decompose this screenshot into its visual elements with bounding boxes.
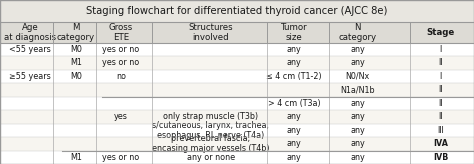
Bar — [0, 137, 474, 151]
Text: any: any — [286, 139, 301, 148]
Text: any: any — [350, 139, 365, 148]
Bar — [0, 83, 474, 97]
Bar — [0, 151, 474, 164]
Text: IVB: IVB — [433, 153, 448, 162]
Text: any: any — [350, 99, 365, 108]
Bar — [0, 56, 474, 70]
Text: yes: yes — [114, 112, 128, 121]
Text: any: any — [350, 153, 365, 162]
Text: any: any — [286, 45, 301, 54]
Text: M1: M1 — [70, 58, 82, 67]
Text: II: II — [438, 99, 443, 108]
Bar — [0, 43, 474, 56]
Text: Gross
ETE: Gross ETE — [109, 23, 133, 42]
Text: M1: M1 — [70, 153, 82, 162]
Text: any: any — [286, 153, 301, 162]
Text: yes or no: yes or no — [102, 153, 139, 162]
Text: ≤ 4 cm (T1-2): ≤ 4 cm (T1-2) — [266, 72, 322, 81]
Text: yes or no: yes or no — [102, 58, 139, 67]
Bar — [0, 123, 474, 137]
Text: Stage: Stage — [427, 28, 455, 37]
Text: Tumor
size: Tumor size — [281, 23, 307, 42]
Text: any: any — [350, 126, 365, 135]
Text: M
category: M category — [57, 23, 95, 42]
Text: only strap muscle (T3b): only strap muscle (T3b) — [164, 112, 258, 121]
Bar — [0, 22, 474, 43]
Text: I: I — [440, 72, 442, 81]
Text: no: no — [116, 72, 126, 81]
Text: N1a/N1b: N1a/N1b — [340, 85, 375, 94]
Text: N0/Nx: N0/Nx — [346, 72, 370, 81]
Text: any: any — [286, 58, 301, 67]
Text: II: II — [438, 85, 443, 94]
Text: any: any — [350, 112, 365, 121]
Text: > 4 cm (T3a): > 4 cm (T3a) — [267, 99, 320, 108]
Bar — [0, 0, 474, 22]
Text: I: I — [440, 45, 442, 54]
Text: prevertebral fascia,
encasing major vessels (T4b): prevertebral fascia, encasing major vess… — [152, 134, 270, 154]
Bar — [0, 110, 474, 123]
Text: Staging flowchart for differentiated thyroid cancer (AJCC 8e): Staging flowchart for differentiated thy… — [86, 6, 388, 16]
Text: N
category: N category — [339, 23, 377, 42]
Text: Age
at diagnosis: Age at diagnosis — [4, 23, 56, 42]
Text: IVA: IVA — [433, 139, 448, 148]
Text: yes or no: yes or no — [102, 45, 139, 54]
Text: II: II — [438, 112, 443, 121]
Text: ≥55 years: ≥55 years — [9, 72, 51, 81]
Bar — [0, 97, 474, 110]
Text: any: any — [350, 45, 365, 54]
Text: II: II — [438, 58, 443, 67]
Text: s/cutaneous, larynx, trachea,
esophagus, RL nerve (T4a): s/cutaneous, larynx, trachea, esophagus,… — [153, 121, 269, 140]
Bar — [0, 70, 474, 83]
Text: any: any — [286, 126, 301, 135]
Text: any: any — [286, 112, 301, 121]
Text: III: III — [438, 126, 444, 135]
Text: Structures
involved: Structures involved — [189, 23, 233, 42]
Text: M0: M0 — [70, 72, 82, 81]
Text: <55 years: <55 years — [9, 45, 51, 54]
Text: any or none: any or none — [187, 153, 235, 162]
Text: any: any — [350, 58, 365, 67]
Text: M0: M0 — [70, 45, 82, 54]
